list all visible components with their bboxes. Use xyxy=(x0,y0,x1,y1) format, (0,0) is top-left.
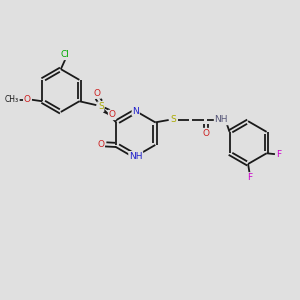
Text: S: S xyxy=(170,116,176,124)
Text: N: N xyxy=(132,106,139,116)
Text: F: F xyxy=(277,150,282,159)
Text: Cl: Cl xyxy=(61,50,70,59)
Text: O: O xyxy=(109,110,116,119)
Text: NH: NH xyxy=(129,152,142,161)
Text: O: O xyxy=(94,89,101,98)
Text: O: O xyxy=(97,140,104,149)
Text: NH: NH xyxy=(214,116,228,124)
Text: O: O xyxy=(202,129,209,138)
Text: F: F xyxy=(247,173,252,182)
Text: CH₃: CH₃ xyxy=(5,95,19,104)
Text: S: S xyxy=(98,102,103,111)
Text: O: O xyxy=(24,95,31,104)
